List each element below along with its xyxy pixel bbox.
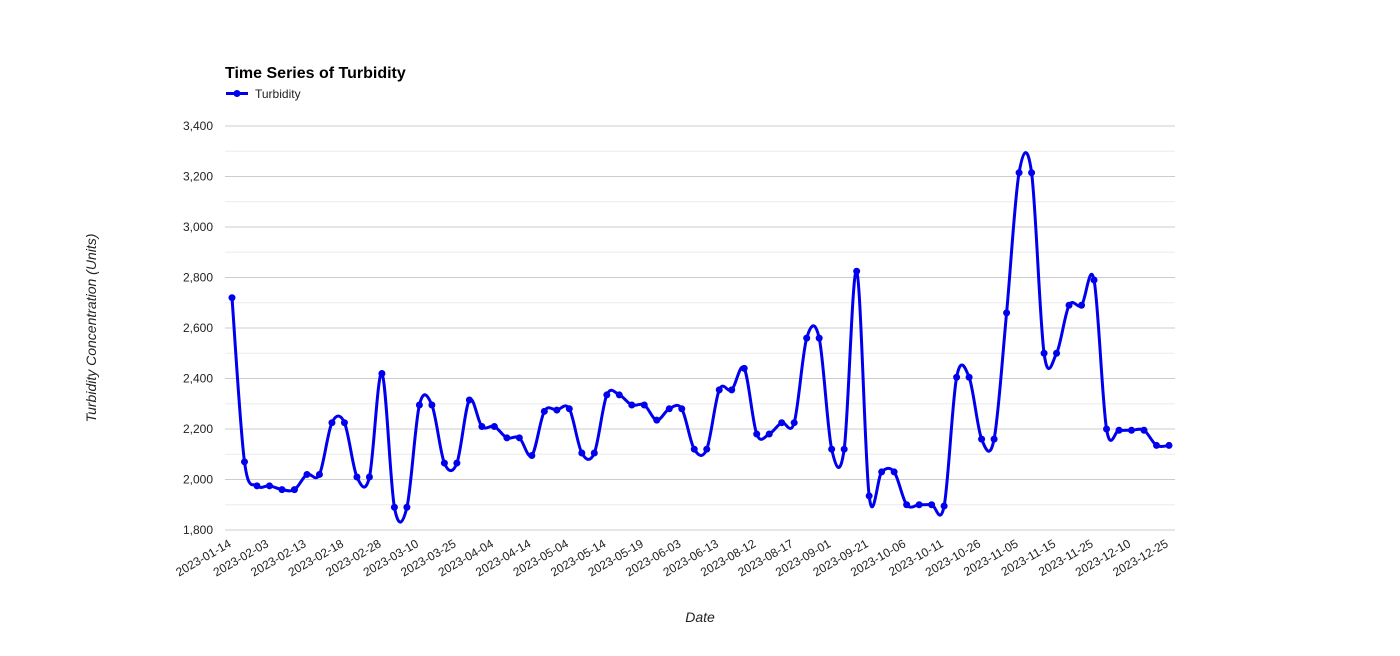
series-line-turbidity [230, 151, 1171, 524]
data-point [640, 401, 648, 409]
data-point [653, 416, 661, 424]
data-point [453, 459, 461, 467]
data-point [315, 470, 323, 478]
data-point [265, 482, 273, 490]
data-point [778, 419, 786, 427]
data-point [1078, 301, 1086, 309]
data-point [303, 470, 311, 478]
data-point [1153, 441, 1161, 449]
data-point [890, 468, 898, 476]
data-point [840, 445, 848, 453]
data-point [528, 452, 536, 460]
data-point [953, 373, 961, 381]
data-point [828, 445, 836, 453]
y-tick-label: 2,400 [183, 372, 213, 386]
data-point [1103, 425, 1111, 433]
series-points [228, 169, 1173, 511]
legend-label: Turbidity [255, 87, 301, 101]
data-point [1028, 169, 1036, 177]
data-point [1165, 441, 1173, 449]
data-point [415, 401, 423, 409]
data-point [278, 486, 286, 494]
data-point [403, 503, 411, 511]
data-point [753, 430, 761, 438]
data-point [515, 434, 523, 442]
data-point [815, 334, 823, 342]
data-point [978, 435, 986, 443]
data-point [715, 386, 723, 394]
data-point [378, 369, 386, 377]
data-point [228, 294, 236, 302]
data-point [703, 445, 711, 453]
y-tick-label: 1,800 [183, 523, 213, 537]
data-point [878, 468, 886, 476]
chart-title: Time Series of Turbidity [225, 65, 406, 82]
data-point [990, 435, 998, 443]
data-point [1053, 349, 1061, 357]
data-point [590, 449, 598, 457]
data-point [428, 401, 436, 409]
data-point [240, 458, 248, 466]
data-point [740, 364, 748, 372]
y-axis-ticks: 1,800 2,000 2,200 2,400 2,600 2,800 3,000 3,200… [183, 119, 213, 537]
data-point [540, 407, 548, 415]
data-point [490, 422, 498, 430]
data-point [328, 419, 336, 427]
y-axis-title: Turbidity Concentration (Units) [83, 234, 99, 423]
x-axis-ticks: 2023-01-142023-02-032023-02-132023-02-18… [173, 536, 1170, 579]
data-point [615, 391, 623, 399]
legend: Turbidity [226, 87, 301, 101]
data-point [553, 406, 561, 414]
data-point [865, 492, 873, 500]
data-point [928, 501, 936, 509]
data-point [1040, 349, 1048, 357]
data-point [790, 419, 798, 427]
data-point [1065, 301, 1073, 309]
data-point [565, 405, 573, 413]
data-point [690, 445, 698, 453]
y-tick-label: 2,600 [183, 321, 213, 335]
data-point [440, 459, 448, 467]
data-point [915, 501, 923, 509]
data-point [603, 391, 611, 399]
y-tick-label: 3,200 [183, 170, 213, 184]
y-tick-label: 2,200 [183, 422, 213, 436]
data-point [1015, 169, 1023, 177]
data-point [965, 373, 973, 381]
data-point [765, 430, 773, 438]
data-point [678, 405, 686, 413]
x-axis-title: Date [685, 609, 715, 625]
data-point [1128, 426, 1136, 434]
legend-marker [233, 90, 241, 97]
y-tick-label: 2,000 [183, 473, 213, 487]
data-point [903, 501, 911, 509]
data-point [353, 473, 361, 481]
data-point [578, 449, 586, 457]
data-point [503, 434, 511, 442]
data-point [665, 405, 673, 413]
data-point [628, 401, 636, 409]
data-point [1140, 426, 1148, 434]
data-point [1115, 426, 1123, 434]
data-point [728, 386, 736, 394]
data-point [365, 473, 373, 481]
data-point [478, 422, 486, 430]
data-point [465, 396, 473, 404]
data-point [1003, 309, 1011, 317]
data-point [1090, 276, 1098, 284]
y-tick-label: 3,400 [183, 119, 213, 133]
data-point [253, 482, 261, 490]
data-point [340, 419, 348, 427]
data-point [803, 334, 811, 342]
data-point [290, 486, 298, 494]
data-point [940, 502, 948, 510]
y-tick-label: 3,000 [183, 220, 213, 234]
data-point [390, 503, 398, 511]
y-tick-label: 2,800 [183, 271, 213, 285]
data-point [853, 267, 861, 275]
